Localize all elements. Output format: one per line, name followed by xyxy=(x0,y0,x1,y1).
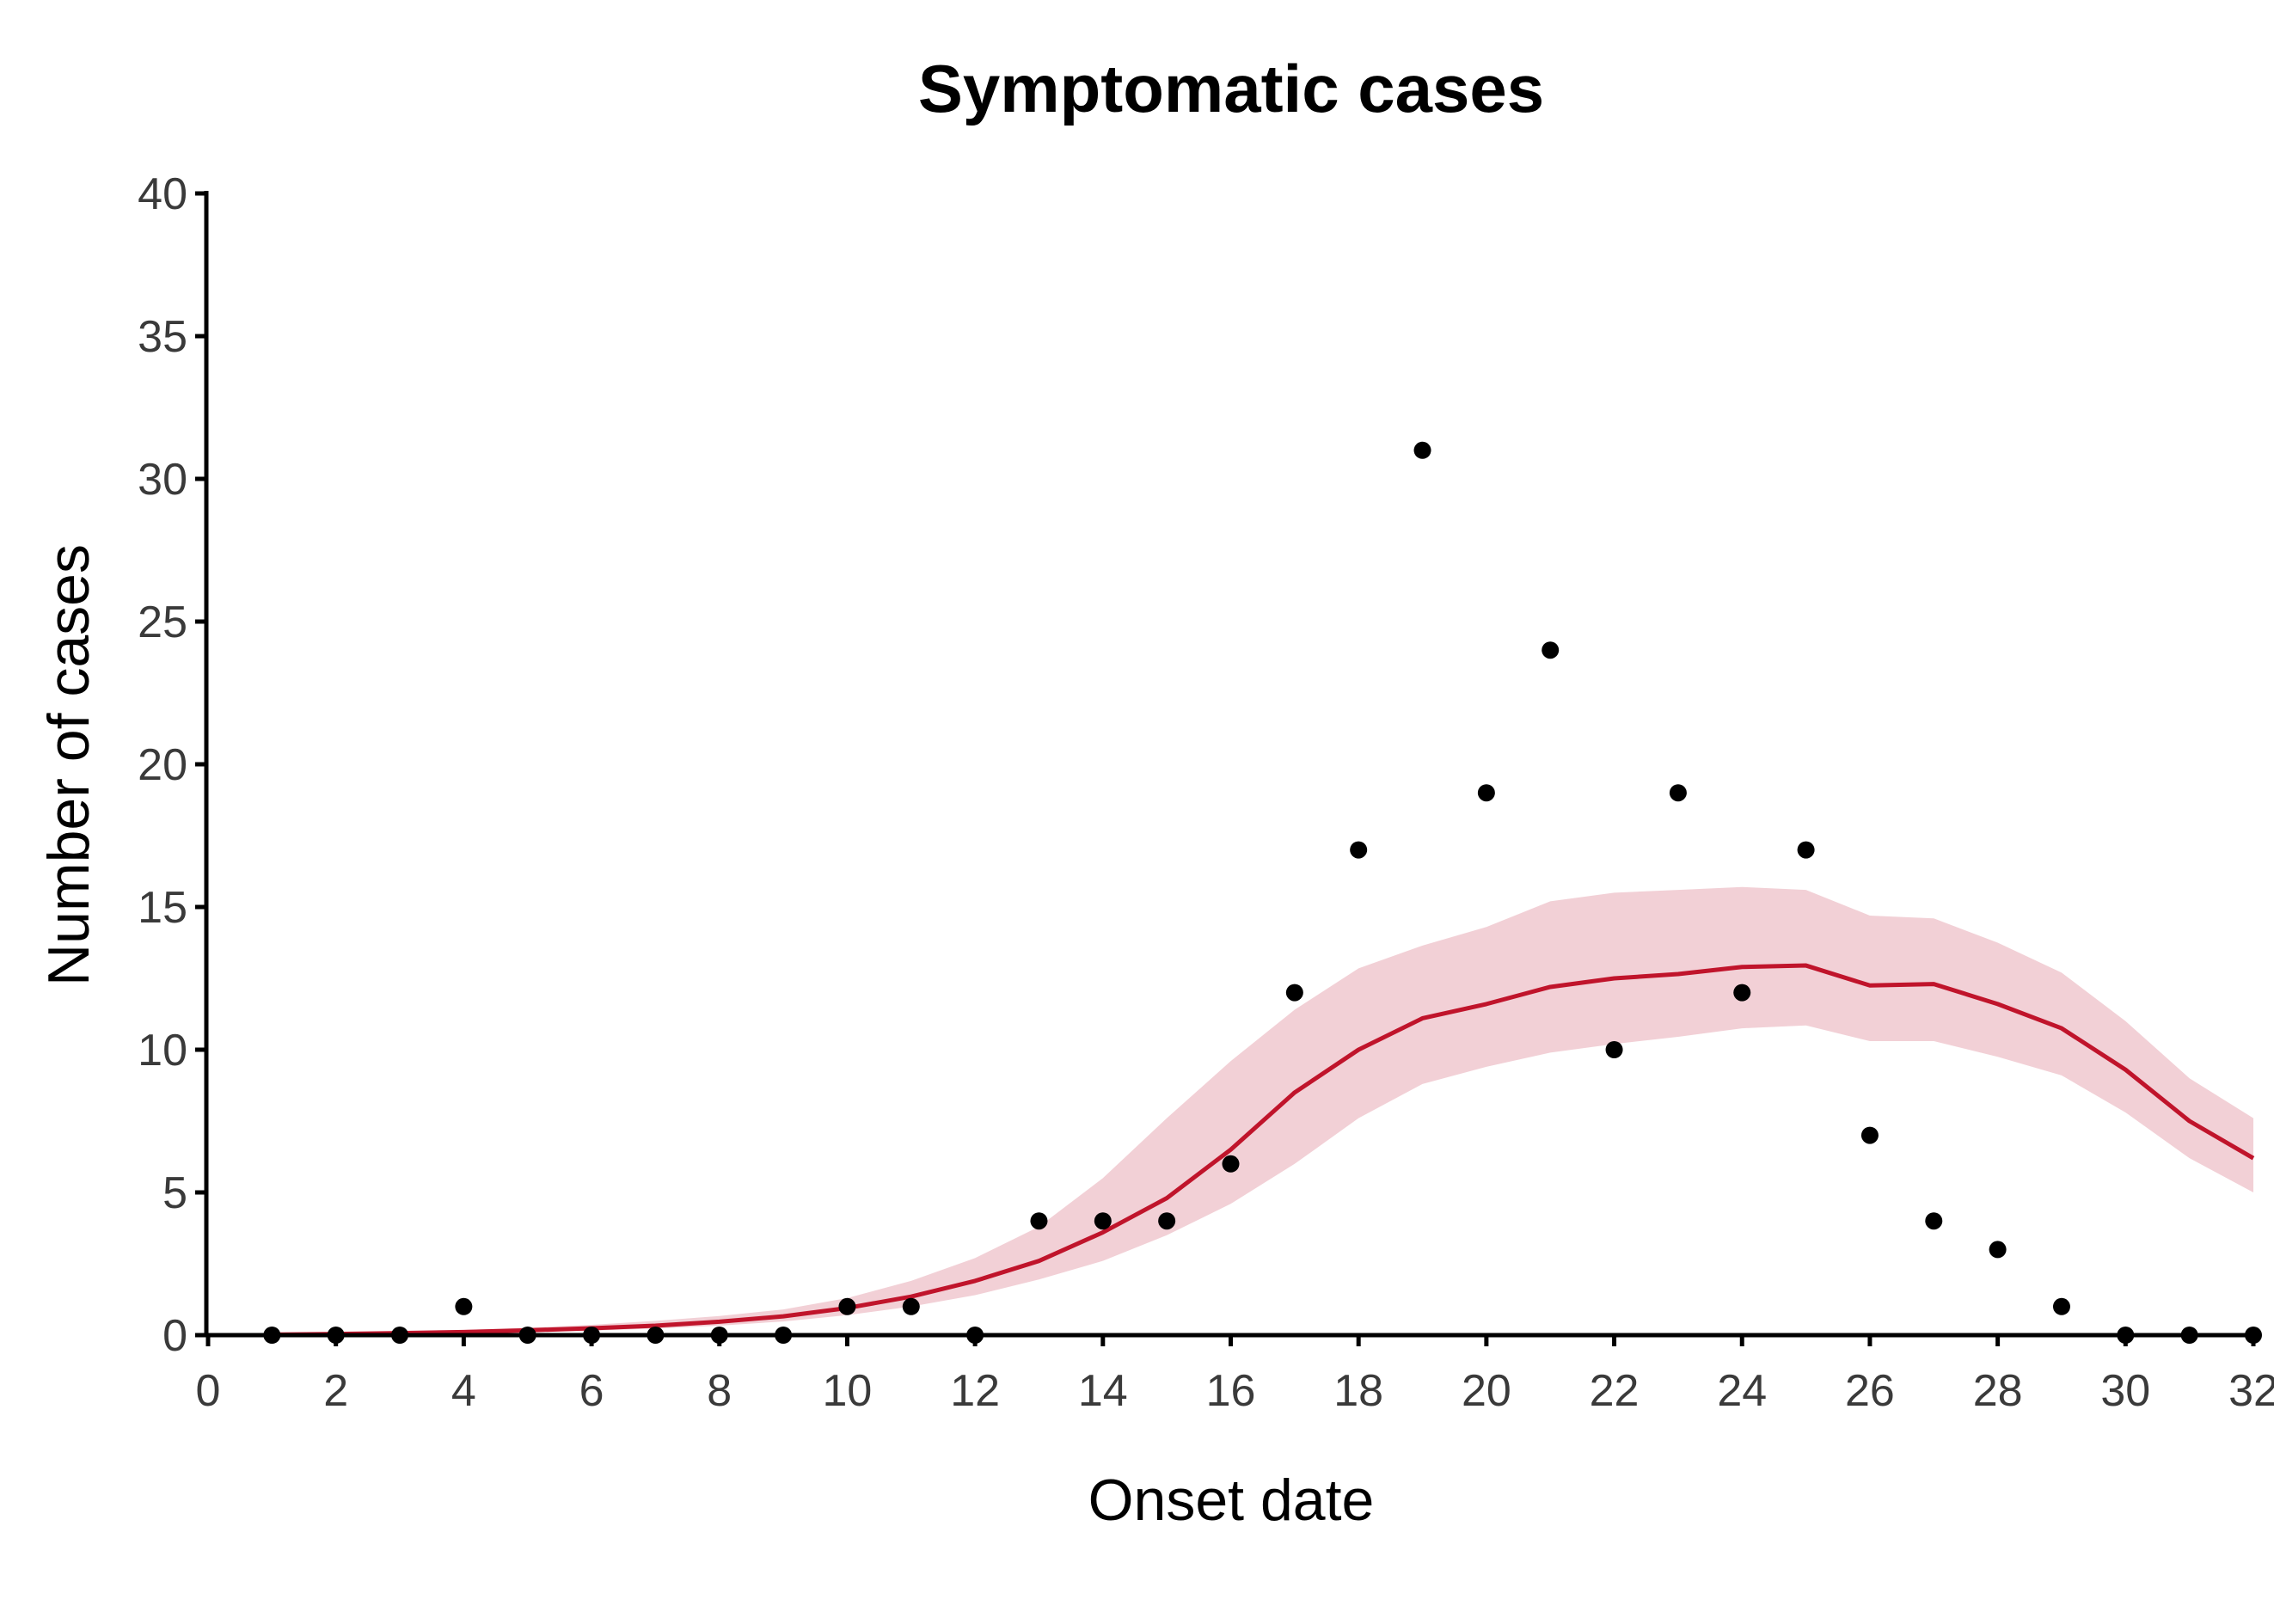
y-tick-label: 5 xyxy=(162,1168,187,1218)
observed-point xyxy=(2180,1327,2198,1344)
observed-point xyxy=(518,1327,536,1344)
x-tick-label: 18 xyxy=(1333,1366,1383,1416)
observed-point xyxy=(1222,1155,1240,1173)
y-tick-label: 30 xyxy=(138,455,187,505)
y-tick-label: 25 xyxy=(138,598,187,647)
observed-point xyxy=(391,1327,409,1344)
observed-point xyxy=(1413,441,1431,459)
x-tick-label: 26 xyxy=(1845,1366,1895,1416)
observed-point xyxy=(1860,1126,1879,1144)
x-tick-label: 6 xyxy=(579,1366,604,1416)
x-tick-label: 30 xyxy=(2100,1366,2150,1416)
observed-point xyxy=(1542,641,1560,659)
observed-point xyxy=(1158,1212,1176,1230)
observed-point xyxy=(2052,1297,2070,1315)
observed-point xyxy=(902,1297,920,1315)
observed-point xyxy=(1733,984,1751,1002)
y-axis-label: Number of cases xyxy=(36,544,101,986)
observed-point xyxy=(775,1327,793,1344)
model-line-layer xyxy=(272,963,2255,1337)
observed-point xyxy=(2245,1327,2262,1344)
x-tick-label: 4 xyxy=(451,1366,476,1416)
y-tick-label: 15 xyxy=(138,883,187,933)
observed-point xyxy=(1030,1212,1048,1230)
model-interval-band xyxy=(272,886,2253,1335)
observed-point xyxy=(838,1297,856,1315)
observed-point xyxy=(1350,841,1368,859)
observed-point xyxy=(1605,1041,1623,1058)
x-tick-label: 22 xyxy=(1590,1366,1640,1416)
x-tick-label: 10 xyxy=(823,1366,873,1416)
observed-point xyxy=(327,1327,345,1344)
x-tick-label: 2 xyxy=(323,1366,348,1416)
x-tick-label: 24 xyxy=(1717,1366,1767,1416)
observed-point xyxy=(1477,784,1495,802)
chart-title: Symptomatic cases xyxy=(918,51,1544,126)
model-interval-layer xyxy=(272,886,2253,1335)
x-tick-label: 32 xyxy=(2228,1366,2274,1416)
y-tick-label: 0 xyxy=(162,1311,187,1361)
x-tick-label: 20 xyxy=(1462,1366,1511,1416)
observed-point xyxy=(966,1327,984,1344)
observed-point xyxy=(1285,984,1303,1002)
y-tick-label: 40 xyxy=(138,169,187,219)
observed-point xyxy=(583,1327,601,1344)
y-tick-label: 35 xyxy=(138,312,187,362)
observed-point xyxy=(1797,841,1815,859)
observed-point xyxy=(2117,1327,2135,1344)
observed-point xyxy=(455,1297,473,1315)
observed-point xyxy=(1669,784,1687,802)
x-tick-label: 12 xyxy=(950,1366,1000,1416)
y-tick-label: 20 xyxy=(138,740,187,790)
observed-point xyxy=(263,1327,281,1344)
observed-points-layer xyxy=(263,441,2262,1344)
observed-point xyxy=(1925,1212,1943,1230)
x-tick-label: 28 xyxy=(1973,1366,2023,1416)
x-tick-label: 8 xyxy=(707,1366,732,1416)
x-axis-label: Onset date xyxy=(1088,1468,1375,1533)
y-ticks: 0 5 10 15 20 25 30 35 40 xyxy=(138,169,206,1361)
x-tick-label: 0 xyxy=(196,1366,221,1416)
observed-point xyxy=(710,1327,728,1344)
observed-point xyxy=(647,1327,665,1344)
x-tick-label: 16 xyxy=(1206,1366,1256,1416)
x-tick-label: 14 xyxy=(1078,1366,1128,1416)
observed-point xyxy=(1094,1212,1112,1230)
model-median-line xyxy=(272,963,2255,1337)
y-tick-label: 10 xyxy=(138,1026,187,1076)
observed-point xyxy=(1989,1241,2007,1259)
x-ticks: 0 2 4 6 8 10 12 14 16 18 20 22 24 26 28 30 32 xyxy=(196,1335,2274,1416)
